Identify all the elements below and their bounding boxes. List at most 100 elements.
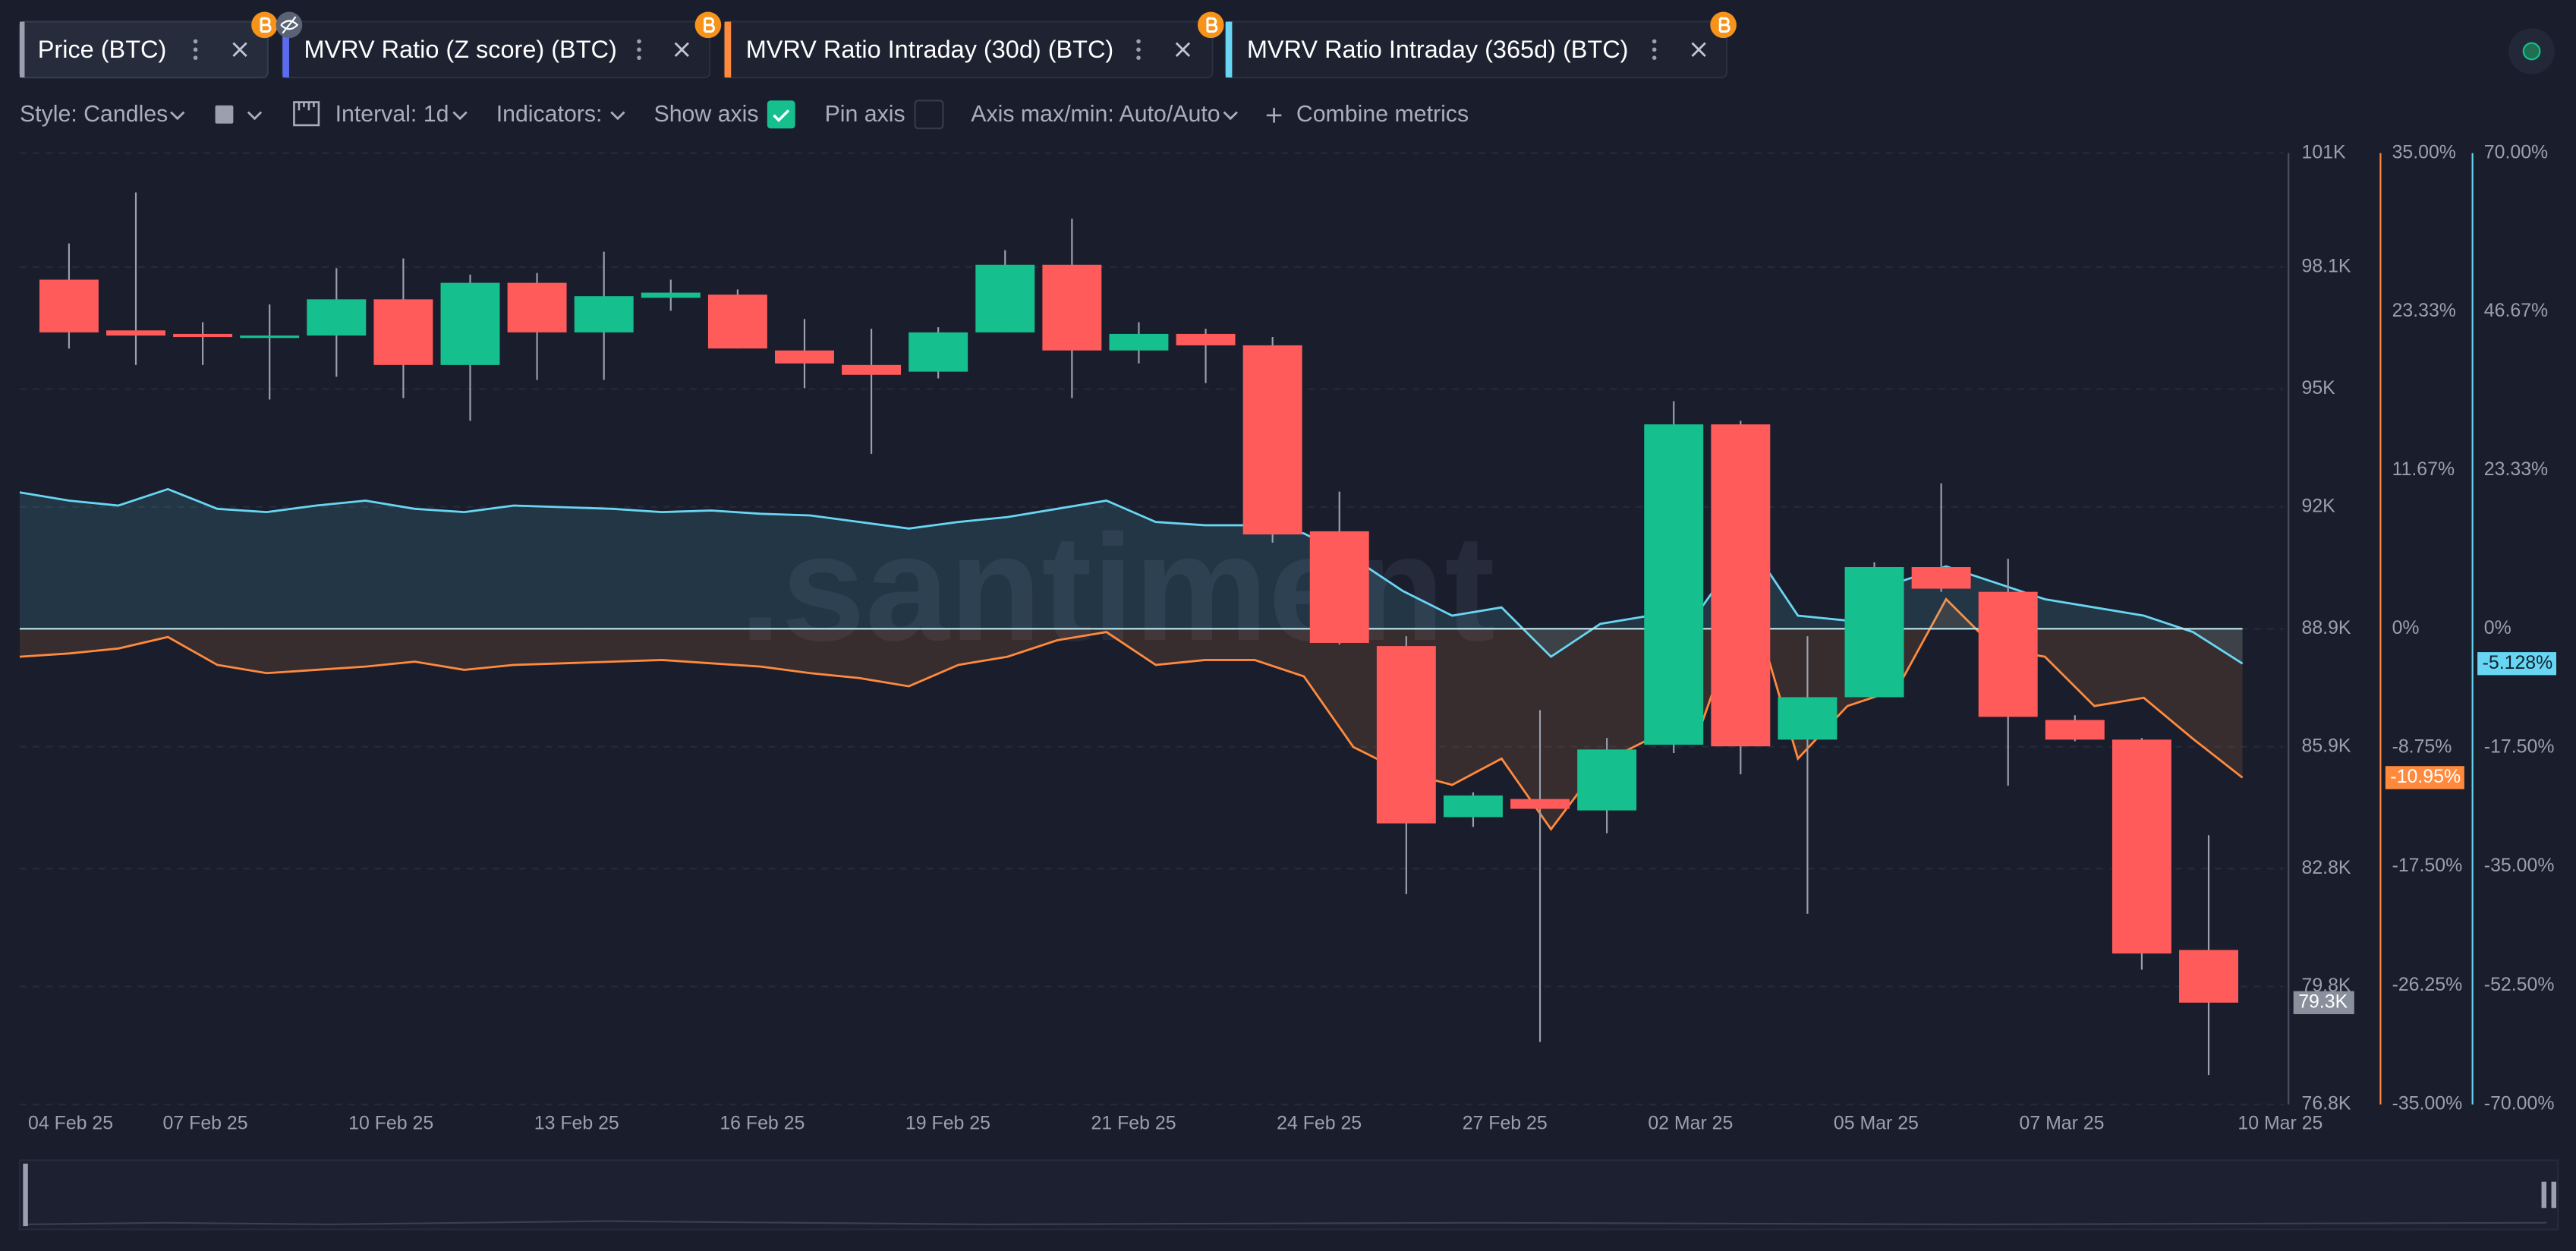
y3-tick-label: 70.00% [2484, 141, 2548, 162]
candle-body [1978, 591, 2038, 717]
candle-body [2179, 950, 2238, 1003]
pin-axis-label: Pin axis [825, 102, 905, 127]
y2-tick-label: 0% [2392, 617, 2420, 638]
y2-tick-label: -8.75% [2392, 736, 2452, 758]
tab-color [282, 21, 289, 78]
x-tick-label: 27 Feb 25 [1463, 1113, 1548, 1134]
x-tick-label: 07 Mar 25 [2019, 1113, 2104, 1134]
check-icon [773, 109, 790, 122]
candle-body [39, 279, 99, 332]
series-badge [2477, 652, 2557, 676]
menu-icons[interactable] [193, 39, 1657, 60]
x-tick-label: 05 Mar 25 [1834, 1113, 1919, 1134]
series-line [19, 587, 2244, 831]
candle-body [1844, 567, 1904, 698]
x-tick-label: 10 Feb 25 [348, 1113, 433, 1134]
candle-body [1042, 264, 1102, 351]
y-tick-label: 98.1K [2302, 255, 2351, 276]
style-select[interactable]: Style: Candles [20, 102, 168, 127]
tabs: Price (BTC) MVRV Ratio (Z score) (BTC) M… [18, 11, 2555, 79]
navigator-line [26, 1220, 2547, 1226]
candle-body [1711, 424, 1771, 747]
candle-body [1309, 531, 1369, 643]
candle-body [842, 364, 902, 375]
candle-body [1510, 799, 1570, 809]
candle-body [574, 296, 634, 332]
tab-label[interactable]: MVRV Ratio (Z score) (BTC) [304, 36, 616, 63]
candle-body [173, 333, 233, 338]
y-tick-label: 101K [2302, 141, 2347, 162]
ruler-icon [293, 101, 320, 127]
close-icons[interactable] [232, 42, 1706, 57]
y3-tick-label: -52.50% [2484, 974, 2555, 995]
candle-body [909, 332, 968, 372]
x-tick-label: 16 Feb 25 [720, 1113, 805, 1134]
candle-body [641, 292, 701, 298]
candle-body [373, 299, 433, 365]
y2-tick-label: -35.00% [2392, 1093, 2463, 1114]
candle-body [1911, 567, 1971, 589]
y-tick-label: 95K [2302, 377, 2336, 399]
navigator-handle[interactable] [2541, 1181, 2547, 1208]
y2-tick-label: 11.67% [2392, 458, 2455, 480]
x-tick-label: 07 Feb 25 [163, 1113, 248, 1134]
x-tick-label: 24 Feb 25 [1277, 1113, 1362, 1134]
x-tick-label: 13 Feb 25 [534, 1113, 619, 1134]
candle-body [1443, 795, 1503, 818]
y2-tick-label: 23.33% [2392, 300, 2456, 321]
pin-axis-checkbox[interactable] [914, 99, 944, 130]
toolbar: Style: Candles Interval: 1d Indicators: … [20, 99, 1469, 130]
candle-body [1778, 697, 1838, 740]
navigator-handle[interactable] [23, 1163, 28, 1227]
candle-body [975, 264, 1035, 332]
candle-body [1577, 749, 1637, 811]
y2-tick-label: -17.50% [2392, 855, 2463, 876]
x-tick-label: 21 Feb 25 [1091, 1113, 1176, 1134]
axis-minmax-select[interactable]: Axis max/min: Auto/Auto [971, 102, 1220, 127]
candle-body [775, 350, 834, 364]
candle-body [2045, 720, 2105, 740]
price-badge [2293, 991, 2354, 1014]
candle-body [106, 330, 165, 336]
tab-label[interactable]: MVRV Ratio Intraday (30d) (BTC) [746, 36, 1114, 63]
tab-color [724, 21, 732, 78]
indicators-select[interactable]: Indicators: [496, 102, 603, 127]
watermark: .santiment [739, 504, 1495, 673]
x-tick-label: 04 Feb 25 [28, 1113, 113, 1134]
y3-tick-label: -17.50% [2484, 736, 2555, 758]
combine-metrics[interactable]: Combine metrics [1296, 102, 1469, 127]
candle-body [440, 282, 500, 365]
show-axis-checkbox[interactable] [767, 100, 795, 129]
plus-icon [1266, 108, 1282, 123]
y3-tick-label: 0% [2484, 617, 2511, 638]
x-tick-label: 10 Mar 25 [2237, 1113, 2322, 1134]
candle-body [1376, 646, 1436, 824]
color-picker[interactable] [215, 105, 234, 124]
interval-select[interactable]: Interval: 1d [335, 102, 449, 127]
tab-color [1225, 21, 1233, 78]
series-badge-label: -10.95% [2390, 766, 2461, 787]
navigator-handle[interactable] [2551, 1181, 2557, 1208]
x-tick-label: 02 Mar 25 [1648, 1113, 1733, 1134]
price-badge-label: 79.3K [2298, 991, 2348, 1012]
candle-body [1176, 333, 1236, 345]
y-tick-label: 92K [2302, 495, 2336, 516]
y-tick-label: 76.8K [2302, 1093, 2351, 1114]
candle-body [307, 299, 367, 336]
y3-tick-label: -70.00% [2484, 1093, 2555, 1114]
show-axis-label: Show axis [653, 102, 758, 127]
y2-tick-label: 35.00% [2392, 141, 2456, 162]
y-tick-label: 88.9K [2302, 617, 2351, 638]
tab-label[interactable]: MVRV Ratio Intraday (365d) (BTC) [1247, 36, 1629, 63]
tab-label[interactable]: Price (BTC) [38, 36, 166, 63]
y3-tick-label: 46.67% [2484, 300, 2548, 321]
y3-tick-label: -35.00% [2484, 855, 2555, 876]
candle-body [707, 295, 767, 349]
y3-tick-label: 23.33% [2484, 458, 2548, 480]
candle-body [2112, 739, 2171, 954]
navigator-frame[interactable] [18, 1159, 2559, 1231]
candle-body [1109, 333, 1169, 351]
